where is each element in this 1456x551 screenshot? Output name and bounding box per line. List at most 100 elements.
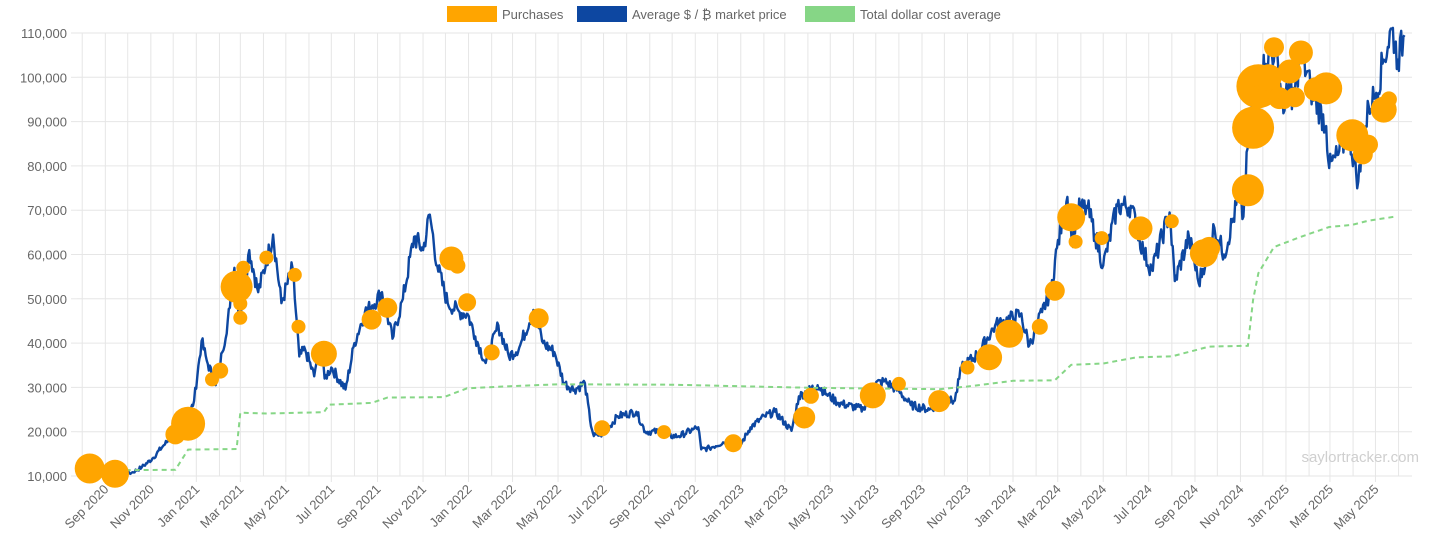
- purchase-point: [859, 382, 886, 409]
- purchase-point: [361, 309, 382, 330]
- x-tick-label: Jul 2022: [564, 482, 609, 527]
- purchase-point: [976, 344, 1003, 371]
- x-tick-label: May 2024: [1058, 482, 1109, 533]
- purchase-point: [1310, 72, 1343, 105]
- purchase-point: [1358, 134, 1378, 155]
- watermark: saylortracker.com: [1301, 449, 1419, 466]
- purchase-point: [1164, 214, 1179, 229]
- purchase-point: [1232, 106, 1275, 149]
- legend-label-market-price: Average $ / ₿ market price: [632, 7, 787, 22]
- x-tick-label: Jan 2024: [971, 482, 1019, 530]
- x-tick-label: Sep 2020: [61, 482, 111, 532]
- x-tick-label: Jul 2023: [837, 482, 882, 527]
- legend-swatch-market-price: [577, 6, 627, 22]
- y-tick-label: 40,000: [27, 336, 67, 351]
- purchase-point: [802, 387, 819, 404]
- purchase-point: [259, 250, 274, 265]
- purchase-point: [594, 420, 611, 437]
- purchase-point: [1057, 203, 1086, 232]
- purchase-point: [101, 459, 129, 488]
- purchase-point: [1128, 216, 1153, 241]
- purchase-point: [1380, 91, 1397, 108]
- legend-label-cost-average: Total dollar cost average: [860, 7, 1001, 22]
- purchase-point: [458, 293, 477, 312]
- x-tick-label: Mar 2024: [1014, 482, 1063, 531]
- purchase-point: [1264, 37, 1284, 58]
- x-tick-label: Mar 2025: [1287, 482, 1336, 531]
- purchase-point: [1284, 87, 1305, 108]
- x-tick-label: Jan 2023: [698, 482, 746, 530]
- purchase-point: [449, 257, 466, 274]
- purchase-point: [1031, 318, 1048, 335]
- purchase-point: [960, 360, 975, 375]
- x-tick-label: Mar 2023: [741, 482, 790, 531]
- grid: [77, 32, 1412, 477]
- purchase-point: [1231, 174, 1264, 207]
- y-tick-label: 80,000: [27, 159, 67, 174]
- x-tick-label: Jul 2021: [292, 482, 337, 527]
- purchase-point: [657, 425, 671, 440]
- purchase-point: [483, 344, 500, 361]
- x-tick-label: Sep 2021: [334, 482, 384, 532]
- purchase-point: [74, 453, 105, 484]
- y-tick-label: 30,000: [27, 380, 67, 395]
- x-tick-label: Nov 2023: [924, 482, 974, 532]
- x-tick-label: Nov 2020: [107, 482, 157, 532]
- purchase-point: [528, 308, 549, 329]
- x-tick-label: Jan 2021: [154, 482, 202, 530]
- x-tick-label: Sep 2023: [878, 482, 928, 532]
- market-price-line: [89, 26, 1406, 478]
- x-tick-label: Jul 2024: [1109, 482, 1154, 527]
- purchase-point: [310, 340, 337, 367]
- x-tick-label: Nov 2024: [1197, 482, 1247, 532]
- y-tick-label: 70,000: [27, 203, 67, 218]
- x-tick-label: Jan 2025: [1244, 482, 1292, 530]
- purchase-point: [891, 376, 906, 391]
- purchase-point: [724, 434, 743, 453]
- legend-swatch-cost-average: [805, 6, 855, 22]
- legend-item-purchases[interactable]: Purchases: [447, 6, 564, 22]
- x-tick-label: Mar 2022: [469, 482, 518, 531]
- cost-average-line: [89, 215, 1395, 472]
- purchase-point: [1094, 231, 1109, 246]
- x-tick-label: Sep 2022: [606, 482, 656, 532]
- purchase-point: [236, 260, 251, 275]
- purchase-point: [220, 270, 253, 303]
- legend-item-market-price[interactable]: Average $ / ₿ market price: [577, 6, 787, 22]
- x-tick-label: Nov 2022: [651, 482, 701, 532]
- purchase-point: [793, 406, 816, 429]
- legend: Purchases Average $ / ₿ market price Tot…: [447, 6, 1001, 22]
- y-axis: 10,000 20,000 30,000 40,000 50,000 60,000 70,0…: [20, 26, 77, 484]
- x-tick-label: May 2022: [513, 482, 564, 533]
- y-tick-label: 50,000: [27, 292, 67, 307]
- purchase-point: [1044, 280, 1065, 301]
- purchase-point: [1277, 59, 1302, 84]
- plot-area: [74, 26, 1406, 488]
- purchase-point: [171, 406, 206, 441]
- purchase-point: [1288, 40, 1313, 65]
- purchase-point: [233, 296, 248, 311]
- y-tick-label: 20,000: [27, 425, 67, 440]
- purchase-point: [928, 390, 951, 413]
- x-tick-label: Nov 2021: [379, 482, 429, 532]
- legend-label-purchases: Purchases: [502, 7, 564, 22]
- purchase-point: [1198, 236, 1221, 259]
- x-tick-label: Mar 2021: [197, 482, 246, 531]
- purchase-point: [233, 310, 248, 325]
- y-tick-label: 10,000: [27, 469, 67, 484]
- y-tick-label: 110,000: [21, 26, 67, 41]
- legend-item-cost-average[interactable]: Total dollar cost average: [805, 6, 1001, 22]
- purchase-point: [1255, 64, 1282, 91]
- purchase-point: [287, 267, 302, 282]
- x-tick-label: Jan 2022: [426, 482, 474, 530]
- purchase-point: [291, 319, 306, 334]
- purchase-point: [212, 362, 229, 379]
- y-tick-label: 60,000: [27, 248, 67, 263]
- y-tick-label: 90,000: [27, 115, 67, 130]
- x-tick-label: Sep 2024: [1151, 482, 1201, 532]
- y-tick-label: 100,000: [20, 70, 67, 85]
- x-tick-label: May 2023: [785, 482, 836, 533]
- x-tick-label: May 2021: [241, 482, 292, 533]
